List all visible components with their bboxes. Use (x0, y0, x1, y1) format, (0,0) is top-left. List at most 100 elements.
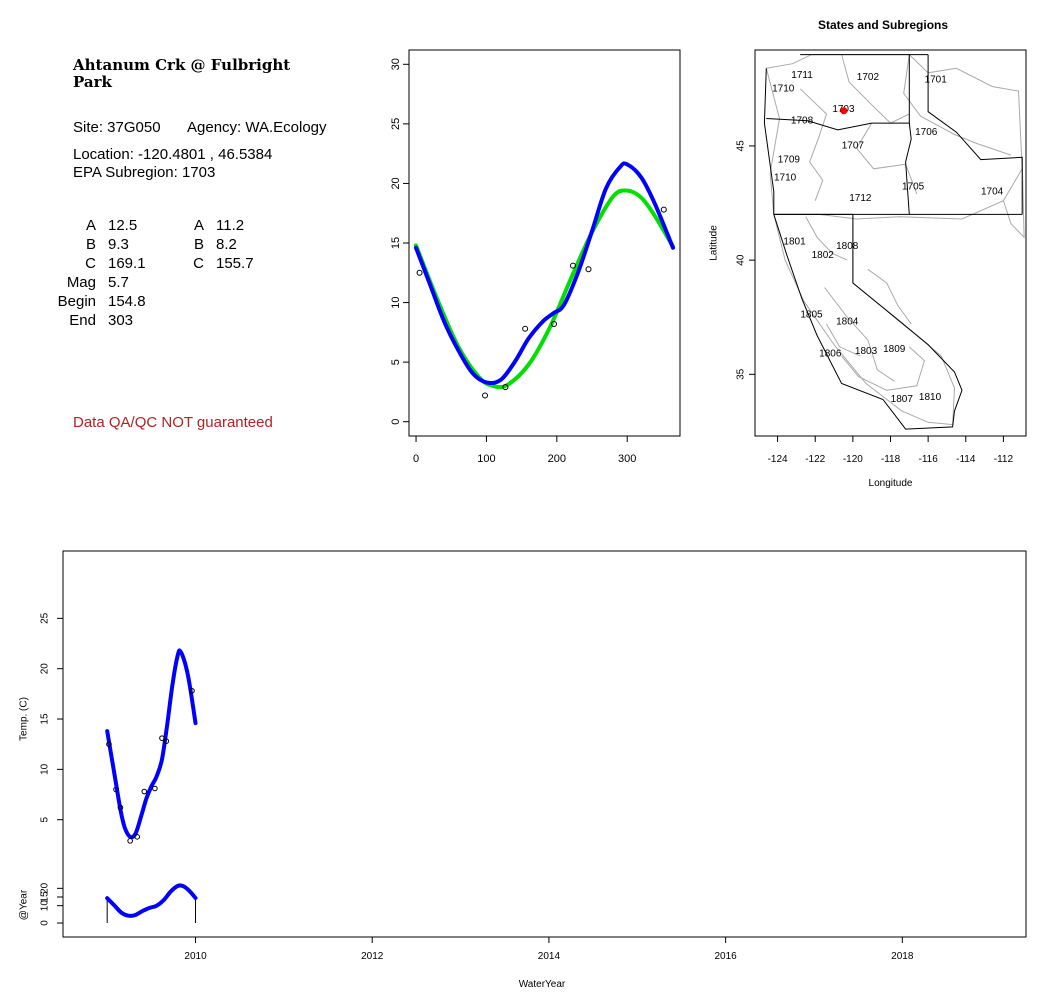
y-tick-label: 40 (736, 254, 747, 266)
x-tick-label: -122 (805, 454, 825, 465)
region-label: 1708 (791, 115, 814, 126)
data-point (189, 688, 195, 694)
subregion-boundary (867, 268, 912, 325)
region-label: 1704 (981, 186, 1004, 197)
y-tick-label: 5 (390, 359, 402, 365)
data-point (502, 384, 509, 391)
x-tick-label: 0 (413, 453, 419, 465)
x-tick-label: -118 (881, 454, 901, 465)
region-label: 1806 (819, 348, 842, 359)
param-key: A (85, 217, 96, 234)
region-label: 1810 (919, 392, 942, 403)
year-curve (105, 883, 198, 918)
plot-frame (408, 49, 681, 437)
state-boundary (766, 118, 912, 215)
station-name: Ahtanum Crk @ Fulbright Park (73, 56, 291, 91)
subregion-boundary (855, 122, 918, 195)
region-label: 1809 (883, 344, 906, 355)
y-tick-label: 15 (40, 891, 51, 903)
y-tick-label: 5 (40, 816, 51, 822)
epa-subregion: EPA Subregion: 1703 (73, 164, 216, 181)
region-label: 1706 (915, 127, 938, 138)
subregion-boundary (841, 54, 910, 124)
subregion-boundary (841, 346, 925, 391)
fit-curve (414, 188, 675, 390)
data-point (570, 262, 577, 269)
y-tick-label: 15 (40, 713, 51, 725)
map-title: States and Subregions (818, 18, 949, 32)
subregion-boundary (826, 323, 861, 357)
x-tick-label: 200 (548, 453, 566, 465)
y-tick-label: 0 (390, 419, 402, 425)
data-point (522, 325, 529, 332)
timeseries-frame (62, 550, 1027, 938)
region-label: 1711 (791, 70, 813, 81)
region-label: 1710 (772, 83, 795, 94)
y-tick-label: 35 (736, 368, 747, 380)
data-point (585, 266, 592, 273)
x-tick-label: -112 (994, 454, 1014, 465)
subregion-boundary (805, 216, 848, 261)
data-point (551, 321, 558, 328)
data-point (106, 741, 112, 748)
x-tick-label: 2012 (361, 951, 384, 962)
state-boundary (763, 68, 963, 430)
param-key: B (85, 236, 96, 253)
year-ylabel: @Year (19, 889, 30, 920)
fit-curve (414, 161, 675, 386)
x-tick-label: -124 (768, 454, 788, 465)
state-boundary (927, 54, 1023, 215)
region-label: 1805 (800, 310, 823, 321)
param-key: C (85, 255, 96, 272)
data-point (113, 786, 119, 793)
data-point (482, 392, 489, 399)
region-label: 1701 (925, 74, 948, 85)
y-tick-label: 10 (390, 296, 402, 308)
location: Location: -120.4801 , 46.5384 (73, 146, 273, 163)
param-value: 154.8 (108, 293, 146, 310)
x-tick-label: 300 (618, 453, 636, 465)
param-value: 303 (108, 312, 134, 329)
y-tick-label: 20 (40, 663, 51, 675)
region-label: 1801 (783, 236, 806, 247)
region-label: 1710 (774, 173, 797, 184)
y-tick-label: 45 (736, 140, 747, 152)
region-label: 1709 (778, 154, 801, 165)
param-value: 9.3 (108, 236, 129, 253)
region-label: 1707 (842, 141, 865, 152)
y-tick-label: 10 (40, 763, 51, 775)
region-label: 1705 (902, 182, 925, 193)
x-tick-label: 100 (477, 453, 495, 465)
y-tick-label: 30 (390, 58, 402, 70)
map-ylabel: Latitude (709, 225, 720, 261)
data-point (152, 785, 158, 792)
subregion-boundary (1002, 159, 1025, 239)
param-key: B (193, 236, 204, 253)
region-label: 1702 (857, 72, 880, 83)
x-tick-label: -114 (956, 454, 976, 465)
data-point (141, 788, 148, 795)
region-label: 1804 (836, 316, 859, 327)
x-tick-label: -116 (918, 454, 938, 465)
data-point (660, 206, 667, 213)
region-map: 1701170217031704170517061707170817091710… (709, 49, 1027, 489)
temp-curve (105, 648, 198, 840)
region-label: 1802 (812, 250, 835, 261)
y-tick-label: 10 (40, 900, 51, 912)
param-key: A (193, 217, 204, 234)
param-key: Mag (66, 274, 96, 291)
data-point (416, 269, 423, 276)
temp-ylabel: Temp. (C) (19, 697, 30, 741)
data-point (159, 735, 165, 741)
site-marker (840, 107, 848, 115)
param-key: C (193, 255, 204, 272)
subregion-boundary (799, 88, 828, 201)
x-tick-label: 2014 (538, 951, 561, 962)
y-tick-label: 25 (40, 612, 51, 624)
y-tick-label: 0 (40, 920, 51, 926)
subregion-boundary (903, 54, 1012, 156)
data-point (163, 738, 170, 744)
region-label: 1808 (836, 241, 859, 252)
